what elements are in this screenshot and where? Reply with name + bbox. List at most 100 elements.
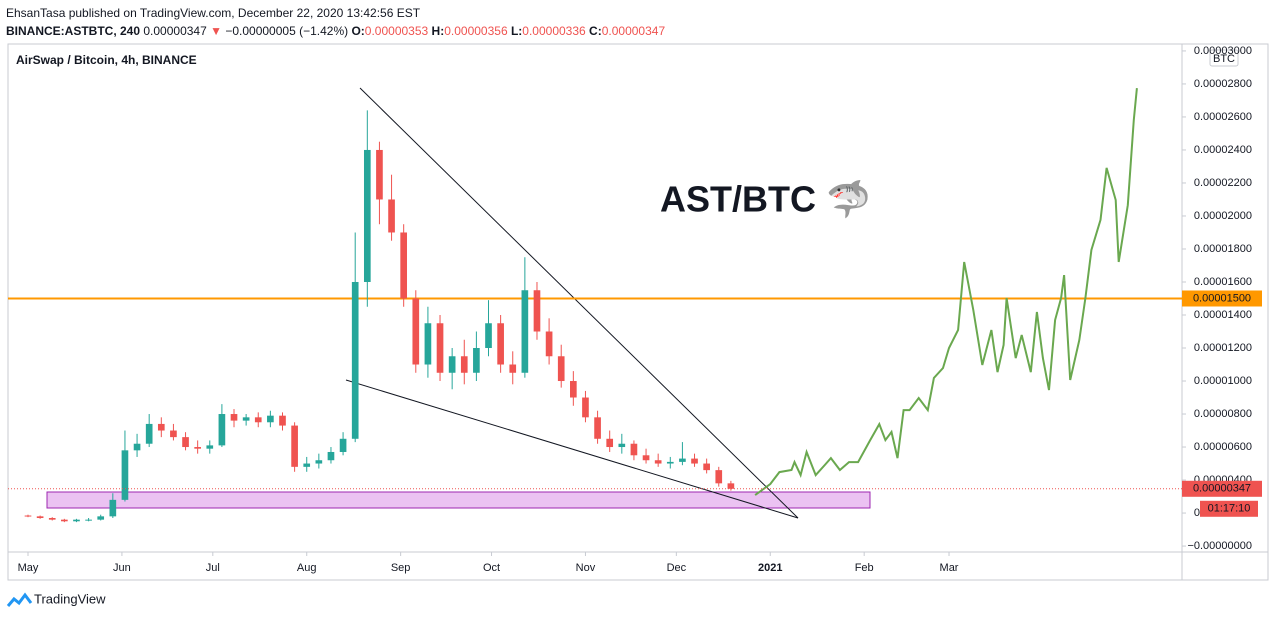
y-tick-label: −0.00000000 [1187, 540, 1252, 552]
y-tick-label: 0.00001200 [1194, 342, 1252, 354]
candle-body [121, 450, 129, 500]
frame [7, 43, 1269, 581]
x-tick-label: Oct [483, 562, 500, 574]
candle-body [679, 458, 686, 462]
x-tick-label: Dec [667, 562, 687, 574]
y-tick-label: 0.00000800 [1194, 408, 1252, 420]
x-tick-label: May [18, 562, 39, 574]
y-tick-label: 0.00003000 [1194, 45, 1252, 57]
o-label: O: [351, 24, 365, 38]
annotation: AST/BTC 🦈 [660, 179, 871, 220]
header: EhsanTasa published on TradingView.com, … [6, 4, 665, 40]
trend-line-lower [345, 379, 799, 519]
currency: BTC [1213, 53, 1235, 65]
candle-body [400, 232, 408, 299]
y-tick-label: 0.00002400 [1194, 144, 1252, 156]
price-badge-label: 0.00000347 [1193, 483, 1251, 495]
symbol: BINANCE:ASTBTC, 240 [6, 24, 141, 38]
candle-body [436, 323, 444, 373]
candle-body [36, 516, 44, 519]
candle-body [703, 463, 710, 471]
candle-body [24, 515, 32, 517]
candle-body [351, 281, 359, 439]
projection-line [754, 88, 1138, 496]
candle-body [727, 483, 735, 489]
candle-body [460, 356, 468, 373]
candle-body [715, 470, 723, 484]
candle-body [521, 290, 529, 373]
candle-body [133, 443, 141, 451]
candle-body [424, 323, 432, 365]
y-tick-label: 0.00002200 [1194, 177, 1252, 189]
publisher-line: EhsanTasa published on TradingView.com, … [6, 4, 665, 22]
x-tick-label: Sep [391, 562, 411, 574]
x-tick-label: Jul [206, 562, 220, 574]
candle-body [97, 516, 105, 520]
candle-body [557, 356, 565, 382]
h-value: 0.00000356 [444, 24, 508, 38]
candle-body [606, 438, 614, 448]
candle-body [473, 348, 480, 373]
c-label: C: [589, 24, 602, 38]
candle-body [267, 415, 274, 423]
x-tick-label: Jun [113, 562, 131, 574]
x-tick-label: Feb [855, 562, 874, 574]
last: 0.00000347 [143, 24, 207, 38]
trend-line-upper [359, 87, 799, 519]
candle-body [642, 455, 650, 461]
candle-body [582, 397, 589, 418]
h-label: H: [431, 24, 445, 38]
y-tick-label: 0.00002800 [1194, 78, 1252, 90]
candle-body [570, 381, 577, 398]
candle-body [315, 460, 323, 464]
y-tick-label: 0.00001000 [1194, 375, 1252, 387]
candle-body [182, 437, 189, 448]
change: −0.00000005 (−1.42%) [225, 24, 349, 38]
level-badge [1182, 290, 1262, 307]
candle-body [85, 519, 92, 521]
candle-body [448, 356, 456, 373]
candle-body [109, 499, 117, 517]
candle-body [242, 417, 250, 421]
candle-body [497, 323, 504, 365]
candle-body [485, 323, 492, 349]
logo [6, 592, 33, 607]
candle-body [691, 458, 698, 464]
countdown: 01:17:10 [1208, 503, 1251, 515]
candle-body [339, 438, 347, 452]
y-tick-label: 0.00002000 [1194, 210, 1252, 222]
publisher: EhsanTasa published on TradingView.com, … [6, 6, 421, 20]
candle-body [545, 331, 553, 357]
candle-body [412, 298, 420, 365]
candle-body [230, 414, 238, 421]
arrow: ▼ [210, 24, 222, 38]
x-tick-label: Mar [940, 562, 959, 574]
candle-body [388, 199, 395, 233]
c-value: 0.00000347 [601, 24, 666, 38]
price-badge [1182, 480, 1262, 497]
currency-box [1209, 49, 1239, 67]
candle-body [48, 518, 56, 520]
candle-body [157, 423, 165, 431]
candle-body [218, 414, 226, 446]
y-tick-label: 0.00001600 [1194, 276, 1252, 288]
candle-body [145, 423, 153, 444]
brand: TradingView [34, 591, 106, 606]
candle-body [376, 149, 383, 200]
candle-body [303, 463, 311, 467]
candle-body [206, 445, 214, 449]
o-value: 0.00000353 [364, 24, 429, 38]
candle-body [363, 149, 371, 282]
l-label: L: [510, 24, 523, 38]
candle-body [194, 447, 201, 449]
countdown-badge [1200, 500, 1258, 517]
support-box [46, 491, 871, 509]
y-tick-label: 0.00001400 [1194, 309, 1252, 321]
y-tick-label: 0.00000600 [1194, 441, 1252, 453]
candle-body [618, 443, 626, 448]
candle-body [254, 417, 262, 423]
candle-body [73, 519, 80, 522]
x-tick-label: 2021 [758, 562, 782, 574]
candle-body [666, 461, 674, 464]
